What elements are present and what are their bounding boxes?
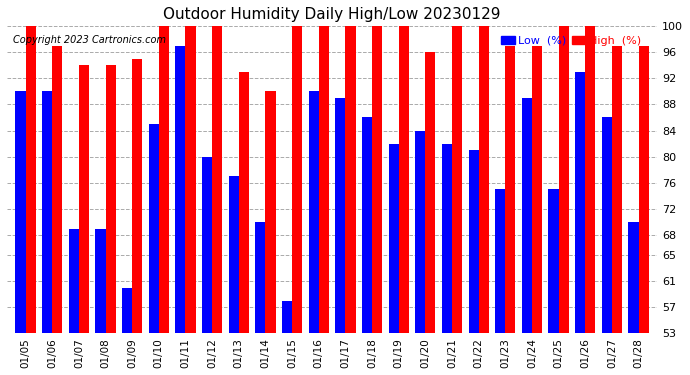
Bar <box>612 45 622 375</box>
Bar <box>479 26 489 375</box>
Bar <box>495 189 505 375</box>
Bar <box>505 45 515 375</box>
Bar <box>282 301 292 375</box>
Bar <box>149 124 159 375</box>
Bar <box>425 52 435 375</box>
Text: Copyright 2023 Cartronics.com: Copyright 2023 Cartronics.com <box>13 35 166 45</box>
Bar <box>399 26 408 375</box>
Bar <box>522 98 532 375</box>
Bar <box>469 150 479 375</box>
Bar <box>175 45 186 375</box>
Bar <box>629 222 638 375</box>
Bar <box>202 157 212 375</box>
Bar <box>372 26 382 375</box>
Bar <box>532 45 542 375</box>
Bar <box>585 26 595 375</box>
Bar <box>549 189 559 375</box>
Bar <box>69 229 79 375</box>
Bar <box>122 288 132 375</box>
Bar <box>335 98 346 375</box>
Title: Outdoor Humidity Daily High/Low 20230129: Outdoor Humidity Daily High/Low 20230129 <box>164 7 501 22</box>
Bar <box>255 222 266 375</box>
Bar <box>308 91 319 375</box>
Bar <box>79 65 89 375</box>
Bar <box>442 144 452 375</box>
Bar <box>559 26 569 375</box>
Bar <box>186 26 196 375</box>
Legend: Low  (%), High  (%): Low (%), High (%) <box>497 32 645 50</box>
Bar <box>638 45 649 375</box>
Bar <box>95 229 106 375</box>
Bar <box>239 72 249 375</box>
Bar <box>362 117 372 375</box>
Bar <box>212 26 222 375</box>
Bar <box>106 65 116 375</box>
Bar <box>42 91 52 375</box>
Bar <box>15 91 26 375</box>
Bar <box>452 26 462 375</box>
Bar <box>159 26 169 375</box>
Bar <box>132 58 142 375</box>
Bar <box>319 26 329 375</box>
Bar <box>292 26 302 375</box>
Bar <box>415 130 425 375</box>
Bar <box>575 72 585 375</box>
Bar <box>52 45 62 375</box>
Bar <box>346 26 355 375</box>
Bar <box>602 117 612 375</box>
Bar <box>228 176 239 375</box>
Bar <box>266 91 275 375</box>
Bar <box>26 26 36 375</box>
Bar <box>388 144 399 375</box>
